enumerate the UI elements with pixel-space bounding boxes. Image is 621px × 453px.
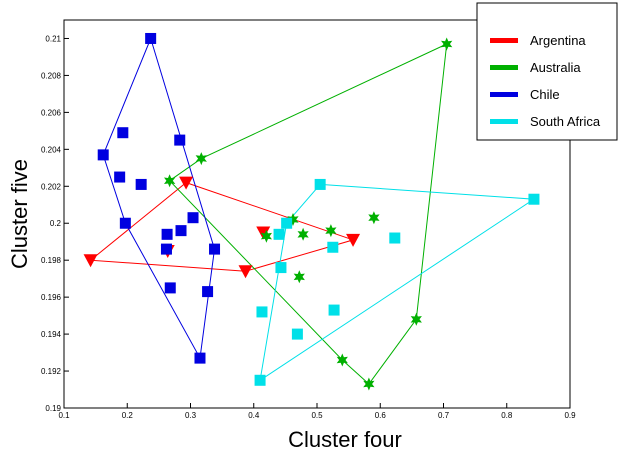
south-africa-point [328, 304, 340, 316]
south-africa-point [291, 328, 303, 340]
chile-hull [102, 37, 216, 360]
chile-point [135, 178, 147, 190]
chile-point [202, 286, 214, 298]
x-tick-label: 0.9 [564, 411, 576, 420]
legend-box [476, 2, 618, 141]
south-africa-point [528, 193, 540, 205]
points-layer [83, 32, 540, 391]
y-tick-label: 0.19 [45, 404, 61, 413]
australia-point [287, 213, 299, 226]
australia-point [293, 270, 305, 284]
australia-point [325, 224, 337, 238]
australia-point [164, 174, 176, 188]
x-tick-label: 0.6 [375, 411, 387, 420]
chile-point [97, 149, 109, 161]
south-africa-point [314, 178, 326, 190]
chile-legend-label: Chile [530, 87, 560, 102]
south-africa-point [389, 232, 401, 244]
chile-point [117, 127, 129, 139]
south-africa-legend-swatch [490, 119, 518, 124]
x-tick-label: 0.5 [311, 411, 323, 420]
chile-point [209, 243, 221, 255]
chile-point [114, 171, 126, 183]
y-tick-label: 0.202 [41, 182, 62, 191]
south-africa-point [281, 217, 293, 229]
y-axis-title: Cluster five [7, 159, 32, 269]
hull-layer [89, 37, 536, 385]
chile-legend-swatch [490, 92, 518, 97]
chile-point [160, 243, 172, 255]
argentina-legend-label: Argentina [530, 33, 586, 48]
x-tick-label: 0.8 [501, 411, 513, 420]
argentina-point [179, 176, 194, 190]
y-tick-label: 0.204 [41, 145, 62, 154]
x-axis-ticks: 0.1 0.2 0.3 0.4 0.5 0.6 0.7 0.8 0.9 [58, 403, 576, 420]
argentina-legend-swatch [490, 38, 518, 43]
argentina-point [256, 226, 271, 240]
y-axis-ticks: 0.19 0.192 0.194 0.196 0.198 0.2 0.202 0.204 0.2… [41, 34, 69, 413]
australia-point [260, 229, 272, 243]
australia-point [336, 353, 348, 367]
chile-point [174, 134, 186, 146]
y-tick-label: 0.196 [41, 293, 62, 302]
y-tick-label: 0.21 [45, 34, 61, 43]
argentina-point [83, 254, 98, 268]
south-africa-point [327, 241, 339, 253]
chile-point [119, 217, 131, 229]
australia-point [410, 312, 422, 326]
legend: Argentina Australia Chile South Africa [476, 2, 618, 141]
y-tick-label: 0.208 [41, 71, 62, 80]
south-africa-hull [259, 183, 536, 382]
south-africa-point [256, 306, 268, 318]
y-tick-label: 0.192 [41, 367, 62, 376]
chile-point [194, 352, 206, 364]
south-africa-point [254, 374, 266, 386]
y-tick-label: 0.206 [41, 108, 62, 117]
chile-point [187, 212, 199, 224]
south-africa-point [275, 262, 287, 274]
y-tick-label: 0.194 [41, 330, 62, 339]
y-tick-label: 0.2 [50, 219, 62, 228]
australia-legend-swatch [490, 65, 518, 70]
australia-hull [168, 43, 448, 385]
australia-legend-label: Australia [530, 60, 581, 75]
x-tick-label: 0.3 [185, 411, 197, 420]
argentina-point [238, 265, 253, 279]
australia-point [195, 152, 207, 166]
australia-point [297, 227, 309, 241]
x-axis-title: Cluster four [288, 427, 402, 452]
chile-point [164, 282, 176, 294]
chile-point [161, 228, 173, 240]
x-tick-label: 0.7 [438, 411, 450, 420]
chile-point [145, 32, 157, 44]
y-tick-label: 0.198 [41, 256, 62, 265]
x-tick-label: 0.1 [58, 411, 70, 420]
x-tick-label: 0.2 [122, 411, 134, 420]
argentina-point [346, 233, 361, 247]
australia-point [363, 377, 375, 391]
south-africa-point [273, 228, 285, 240]
x-tick-label: 0.4 [248, 411, 260, 420]
australia-point [368, 211, 380, 225]
south-africa-legend-label: South Africa [530, 114, 601, 129]
chile-point [175, 225, 187, 237]
australia-point [441, 37, 453, 51]
